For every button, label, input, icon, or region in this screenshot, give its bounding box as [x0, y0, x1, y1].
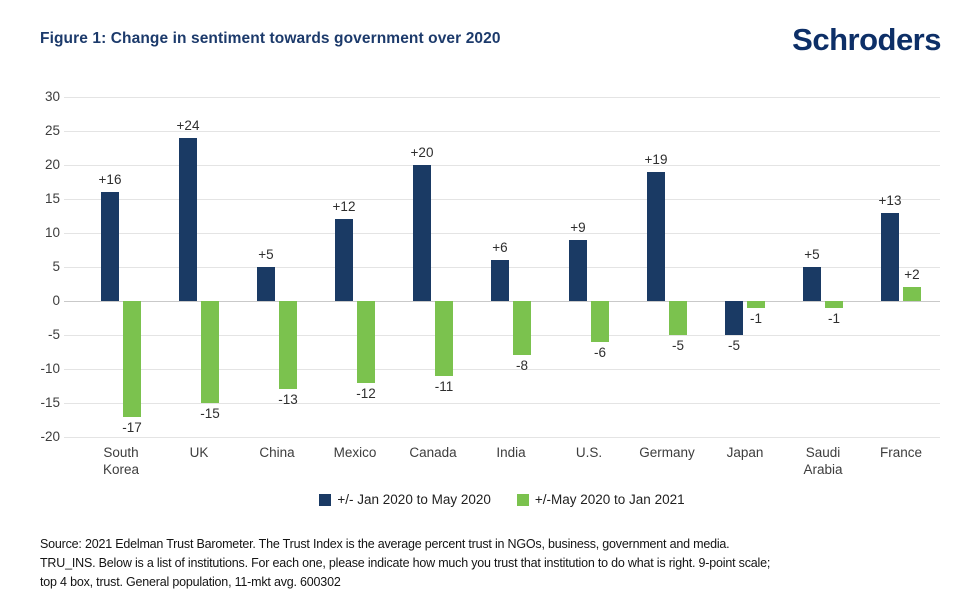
legend-swatch-icon — [319, 493, 332, 506]
gridline — [64, 198, 940, 200]
bar-series-0-canada — [413, 165, 431, 301]
bar-series-1-south-korea — [123, 301, 141, 417]
x-category-label: U.S. — [575, 445, 603, 460]
bar-value-label: +5 — [258, 247, 274, 262]
x-category-label: UK — [189, 445, 209, 460]
source-note: Source: 2021 Edelman Trust Barometer. Th… — [40, 535, 930, 592]
y-tick-label: -10 — [40, 361, 60, 376]
bar-series-0-saudi-arabia — [803, 267, 821, 301]
bar-value-label: +9 — [570, 219, 586, 235]
bar-value-label: -11 — [434, 378, 454, 394]
bar-value-label: +24 — [176, 117, 200, 133]
gridline — [64, 96, 940, 98]
y-tick-label: 5 — [52, 259, 60, 274]
y-tick-label: -20 — [40, 429, 60, 444]
figure-title: Figure 1: Change in sentiment towards go… — [40, 30, 501, 47]
bar-value-label: -1 — [827, 310, 840, 326]
y-tick-label: 15 — [44, 191, 60, 206]
bar-series-1-saudi-arabia — [825, 301, 843, 308]
bar-value-label: -5 — [671, 338, 684, 353]
legend-label: +/- Jan 2020 to May 2020 — [337, 492, 491, 507]
source-line: Source: 2021 Edelman Trust Barometer. Th… — [40, 537, 730, 551]
bar-series-0-germany — [647, 171, 665, 301]
bar-value-label: +6 — [492, 240, 508, 256]
gridline — [64, 164, 940, 166]
bar-series-0-france — [881, 212, 899, 301]
bar-series-1-japan — [747, 301, 765, 308]
bar-value-label: -5 — [727, 338, 740, 353]
legend-item: +/-May 2020 to Jan 2021 — [516, 492, 685, 507]
source-line: top 4 box, trust. General population, 11… — [40, 575, 341, 589]
x-category-label: Germany — [639, 445, 695, 460]
bar-value-label: -6 — [593, 344, 606, 360]
bar-chart-plot-area: +16 -17 +24 -15 +5 -13 +12 -12 +20 -11 +6 -8 +9 -6 +19… — [64, 96, 940, 438]
bar-value-label: -1 — [749, 310, 762, 326]
y-tick-label: 30 — [44, 89, 60, 104]
bar-series-1-china — [279, 301, 297, 390]
x-axis: South Korea UK China Mexico Canada India U.S. G… — [64, 444, 940, 484]
bar-value-label: +20 — [410, 145, 434, 160]
y-tick-label: 0 — [52, 293, 60, 308]
bar-series-0-japan — [725, 301, 743, 335]
bar-series-1-u-s- — [591, 301, 609, 342]
bar-series-1-germany — [669, 301, 687, 335]
chart-legend: +/- Jan 2020 to May 2020 +/-May 2020 to J… — [64, 492, 940, 507]
bar-series-0-u-s- — [569, 239, 587, 301]
bar-value-label: -17 — [122, 419, 142, 435]
bar-series-0-india — [491, 260, 509, 301]
gridline — [64, 402, 940, 404]
bar-value-label: +16 — [98, 172, 122, 188]
y-tick-label: -5 — [47, 327, 60, 342]
legend-item: +/- Jan 2020 to May 2020 — [319, 492, 491, 507]
y-tick-label: -15 — [40, 395, 60, 410]
gridline — [64, 368, 940, 370]
gridline — [64, 436, 940, 438]
bar-series-0-china — [257, 267, 275, 301]
gridline — [64, 130, 940, 132]
bar-value-label: +12 — [332, 199, 356, 215]
bar-series-0-mexico — [335, 219, 353, 301]
x-category-label: Mexico — [333, 445, 377, 460]
bar-series-1-uk — [201, 301, 219, 403]
x-category-label: India — [496, 445, 526, 460]
bar-value-label: -13 — [278, 392, 298, 408]
bar-series-1-france — [903, 287, 921, 301]
y-tick-label: 20 — [44, 157, 60, 172]
x-category-label: Canada — [409, 445, 457, 460]
x-category-label: France — [879, 445, 923, 460]
gridline — [64, 334, 940, 336]
legend-swatch-icon — [516, 493, 529, 506]
legend-label: +/-May 2020 to Jan 2021 — [534, 492, 685, 507]
bar-series-0-uk — [179, 137, 197, 301]
zero-gridline — [64, 300, 940, 302]
bar-series-1-mexico — [357, 301, 375, 383]
gridline — [64, 232, 940, 234]
y-tick-label: 10 — [44, 225, 60, 240]
y-axis: 30 25 20 15 10 5 0 -5 -10 -15 -20 — [24, 89, 60, 444]
bar-value-label: -12 — [356, 385, 376, 401]
y-tick-label: 25 — [44, 123, 60, 138]
x-category-label: China — [259, 445, 295, 460]
bar-value-label: +2 — [904, 267, 920, 283]
bar-series-1-canada — [435, 301, 453, 376]
bar-value-label: +13 — [878, 192, 902, 208]
x-category-label: Saudi Arabia — [803, 445, 843, 477]
schroders-logo: Schroders — [792, 22, 941, 57]
source-line: TRU_INS. Below is a list of institutions… — [40, 556, 771, 570]
bar-value-label: -15 — [200, 406, 220, 421]
bar-value-label: +19 — [644, 151, 668, 167]
x-category-label: South Korea — [102, 445, 140, 477]
bar-series-1-india — [513, 301, 531, 356]
bar-value-label: -8 — [515, 358, 528, 374]
bar-value-label: +5 — [804, 247, 820, 262]
bar-series-0-south-korea — [101, 192, 119, 301]
x-category-label: Japan — [726, 445, 764, 460]
